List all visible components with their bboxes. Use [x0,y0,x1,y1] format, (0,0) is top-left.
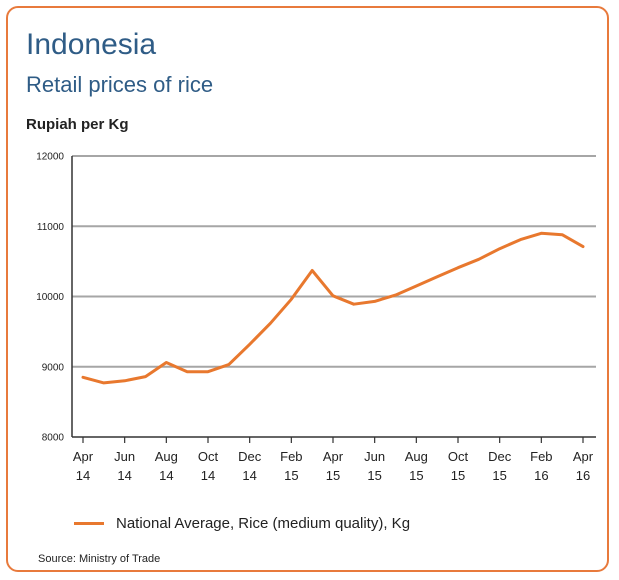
chart-frame [6,6,609,572]
y-tick-label: 12000 [36,152,64,163]
x-tick-label: Feb [530,449,552,464]
x-tick-label-year: 15 [367,468,381,483]
legend-swatch [74,522,104,525]
x-tick-label-year: 15 [451,468,465,483]
x-tick-label-year: 16 [534,468,548,483]
x-tick-label-year: 15 [284,468,298,483]
x-tick-label: Jun [114,449,135,464]
x-tick-labels: Apr 14 Jun 14 Aug 14 Oct 14 Dec 14 Feb 15 Apr 15 Jun 15… [73,437,594,483]
x-tick-label: Apr [73,449,94,464]
series-line [81,231,585,385]
x-tick-label-year: 15 [326,468,340,483]
x-tick-label: Aug [155,449,178,464]
x-tick-label-year: 15 [409,468,423,483]
x-tick-label-year: 15 [492,468,506,483]
x-tick-label: Aug [405,449,428,464]
x-tick-label-year: 14 [159,468,173,483]
x-tick-label-year: 16 [576,468,590,483]
x-tick-label: Apr [573,449,594,464]
x-tick-label: Dec [238,449,262,464]
x-tick-label-year: 14 [76,468,90,483]
x-tick-label-year: 14 [242,468,256,483]
legend-label: National Average, Rice (medium quality),… [116,515,411,532]
y-tick-label: 8000 [42,433,65,444]
x-tick-label: Oct [198,449,219,464]
chart-subtitle: Retail prices of rice [26,72,214,97]
x-tick-label-year: 14 [201,468,215,483]
x-tick-label-year: 14 [117,468,131,483]
source-note: Source: Ministry of Trade [38,553,161,565]
y-axis-label: Rupiah per Kg [26,116,129,133]
y-tick-label: 11000 [37,222,65,233]
series-group [81,231,585,385]
y-tick-labels: 8000 9000 10000 11000 12000 [36,152,64,444]
x-tick-label: Jun [364,449,385,464]
chart-title: Indonesia [26,28,157,61]
y-tick-label: 10000 [36,292,64,303]
x-tick-label: Dec [488,449,512,464]
y-tick-label: 9000 [42,362,65,373]
x-tick-label: Feb [280,449,302,464]
legend: National Average, Rice (medium quality),… [74,515,410,532]
x-tick-label: Apr [323,449,344,464]
x-tick-label: Oct [448,449,469,464]
